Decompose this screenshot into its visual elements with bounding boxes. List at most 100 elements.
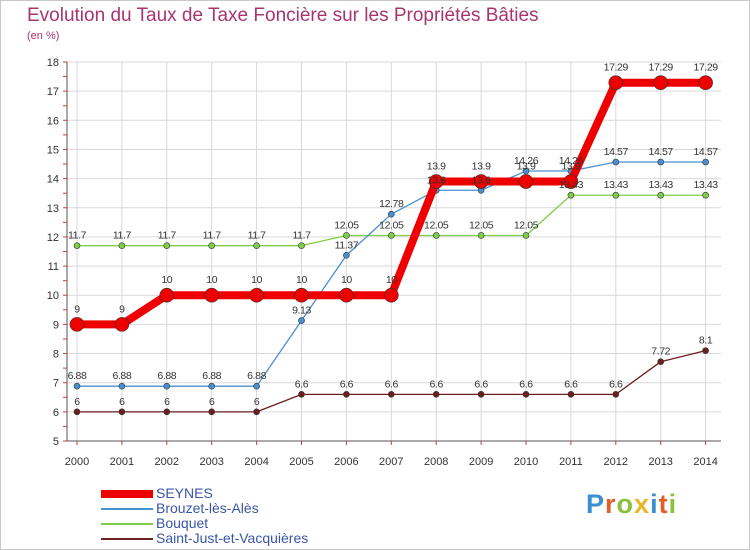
data-point-bouquet <box>298 242 305 249</box>
data-point-seynes <box>204 287 219 303</box>
data-label-brouzet-l-s-al-s: 6.88 <box>157 370 176 382</box>
data-point-bouquet <box>73 242 81 249</box>
x-tick-label: 2013 <box>648 456 672 468</box>
data-label-saint-just-et-vacqui-res: 7.72 <box>651 346 670 358</box>
data-label-seynes: 13.9 <box>517 161 536 173</box>
data-label-bouquet: 12.05 <box>424 219 449 231</box>
x-tick-label: 2005 <box>289 456 313 468</box>
data-point-brouzet-l-s-al-s <box>298 317 305 324</box>
data-point-seynes <box>383 287 399 303</box>
brand-logo: Proxiti <box>586 489 677 520</box>
y-tick-label: 10 <box>47 290 59 302</box>
data-point-seynes <box>653 75 669 90</box>
data-label-saint-just-et-vacqui-res: 6.6 <box>564 378 578 390</box>
data-point-saint-just-et-vacqui-res <box>567 391 575 398</box>
data-label-bouquet: 12.05 <box>334 219 359 231</box>
data-label-seynes: 17.29 <box>649 62 674 74</box>
data-label-seynes: 9 <box>119 303 125 315</box>
x-tick-label: 2008 <box>424 456 448 468</box>
data-label-saint-just-et-vacqui-res: 6.6 <box>609 378 623 390</box>
data-label-seynes: 9 <box>74 303 80 315</box>
data-label-brouzet-l-s-al-s: 14.57 <box>604 146 629 158</box>
data-label-brouzet-l-s-al-s: 13.6 <box>427 174 446 186</box>
data-label-saint-just-et-vacqui-res: 6 <box>119 396 125 408</box>
data-label-bouquet: 11.7 <box>68 230 87 242</box>
data-point-seynes <box>473 174 489 189</box>
data-point-bouquet <box>702 191 709 199</box>
data-label-seynes: 13.9 <box>561 161 580 173</box>
data-point-brouzet-l-s-al-s <box>612 158 620 166</box>
legend-label: SEYNES <box>156 485 213 501</box>
data-point-saint-just-et-vacqui-res <box>163 408 171 416</box>
data-point-seynes <box>339 287 354 303</box>
data-label-brouzet-l-s-al-s: 12.78 <box>379 198 404 210</box>
data-label-seynes: 17.29 <box>693 62 718 74</box>
data-point-bouquet <box>522 232 530 239</box>
data-point-seynes <box>159 287 175 303</box>
data-point-bouquet <box>118 242 126 249</box>
data-label-brouzet-l-s-al-s: 13.6 <box>472 174 491 186</box>
data-point-saint-just-et-vacqui-res <box>477 391 485 398</box>
data-label-seynes: 13.9 <box>472 161 491 173</box>
x-tick-label: 2004 <box>244 456 268 468</box>
x-tick-label: 2003 <box>199 456 223 468</box>
data-label-bouquet: 12.05 <box>379 219 404 231</box>
brand-letter: t <box>658 489 669 519</box>
data-point-seynes <box>428 174 444 189</box>
data-point-saint-just-et-vacqui-res <box>702 347 709 354</box>
legend-label: Brouzet-lès-Alès <box>156 500 259 516</box>
y-tick-label: 15 <box>47 144 59 156</box>
data-label-seynes: 13.9 <box>427 161 446 173</box>
brand-letter: P <box>586 489 606 519</box>
data-label-bouquet: 13.43 <box>649 179 674 191</box>
data-point-bouquet <box>477 232 485 239</box>
data-label-brouzet-l-s-al-s: 6.88 <box>68 370 87 382</box>
data-point-saint-just-et-vacqui-res <box>657 358 665 366</box>
data-point-brouzet-l-s-al-s <box>657 158 665 166</box>
data-label-bouquet: 13.43 <box>604 179 629 191</box>
data-point-brouzet-l-s-al-s <box>702 158 709 166</box>
data-point-bouquet <box>253 242 260 249</box>
data-label-saint-just-et-vacqui-res: 6.6 <box>295 378 309 390</box>
data-point-saint-just-et-vacqui-res <box>73 408 81 416</box>
y-tick-label: 16 <box>47 115 59 127</box>
grid-lines <box>67 61 721 442</box>
x-tick-label: 2014 <box>693 456 717 468</box>
data-label-saint-just-et-vacqui-res: 6.6 <box>474 378 488 390</box>
data-point-seynes <box>698 75 713 90</box>
data-label-bouquet: 12.05 <box>514 219 539 231</box>
x-tick-label: 2006 <box>334 456 358 468</box>
brand-letter: i <box>668 489 678 519</box>
data-point-bouquet <box>432 232 440 239</box>
data-label-saint-just-et-vacqui-res: 6 <box>74 396 80 408</box>
data-point-bouquet <box>208 242 215 249</box>
x-tick-label: 2007 <box>379 456 403 468</box>
data-label-bouquet: 11.7 <box>203 230 222 242</box>
y-tick-label: 18 <box>47 57 59 69</box>
y-tick-label: 14 <box>47 174 59 186</box>
data-point-bouquet <box>612 191 620 199</box>
x-tick-label: 2012 <box>604 456 628 468</box>
y-tick-label: 5 <box>53 436 59 448</box>
data-label-brouzet-l-s-al-s: 6.88 <box>112 370 131 382</box>
legend-label: Saint-Just-et-Vacquières <box>156 530 309 546</box>
x-tick-label: 2002 <box>155 456 179 468</box>
data-point-saint-just-et-vacqui-res <box>298 391 305 398</box>
data-point-brouzet-l-s-al-s <box>522 167 530 175</box>
data-label-seynes: 10 <box>206 274 217 286</box>
data-point-brouzet-l-s-al-s <box>253 382 260 390</box>
data-point-brouzet-l-s-al-s <box>118 382 126 390</box>
data-point-bouquet <box>567 191 575 199</box>
data-label-saint-just-et-vacqui-res: 8.1 <box>699 335 713 347</box>
data-point-seynes <box>294 287 309 303</box>
data-label-bouquet: 13.43 <box>559 179 584 191</box>
data-label-brouzet-l-s-al-s: 14.57 <box>649 146 674 158</box>
data-label-brouzet-l-s-al-s: 6.88 <box>247 370 266 382</box>
data-label-brouzet-l-s-al-s: 14.26 <box>514 155 539 167</box>
data-label-seynes: 10 <box>161 274 172 286</box>
data-label-brouzet-l-s-al-s: 14.57 <box>693 146 718 158</box>
y-tick-label: 8 <box>53 349 59 361</box>
data-point-seynes <box>563 174 579 189</box>
data-label-seynes: 10 <box>296 274 307 286</box>
data-point-bouquet <box>387 232 395 239</box>
